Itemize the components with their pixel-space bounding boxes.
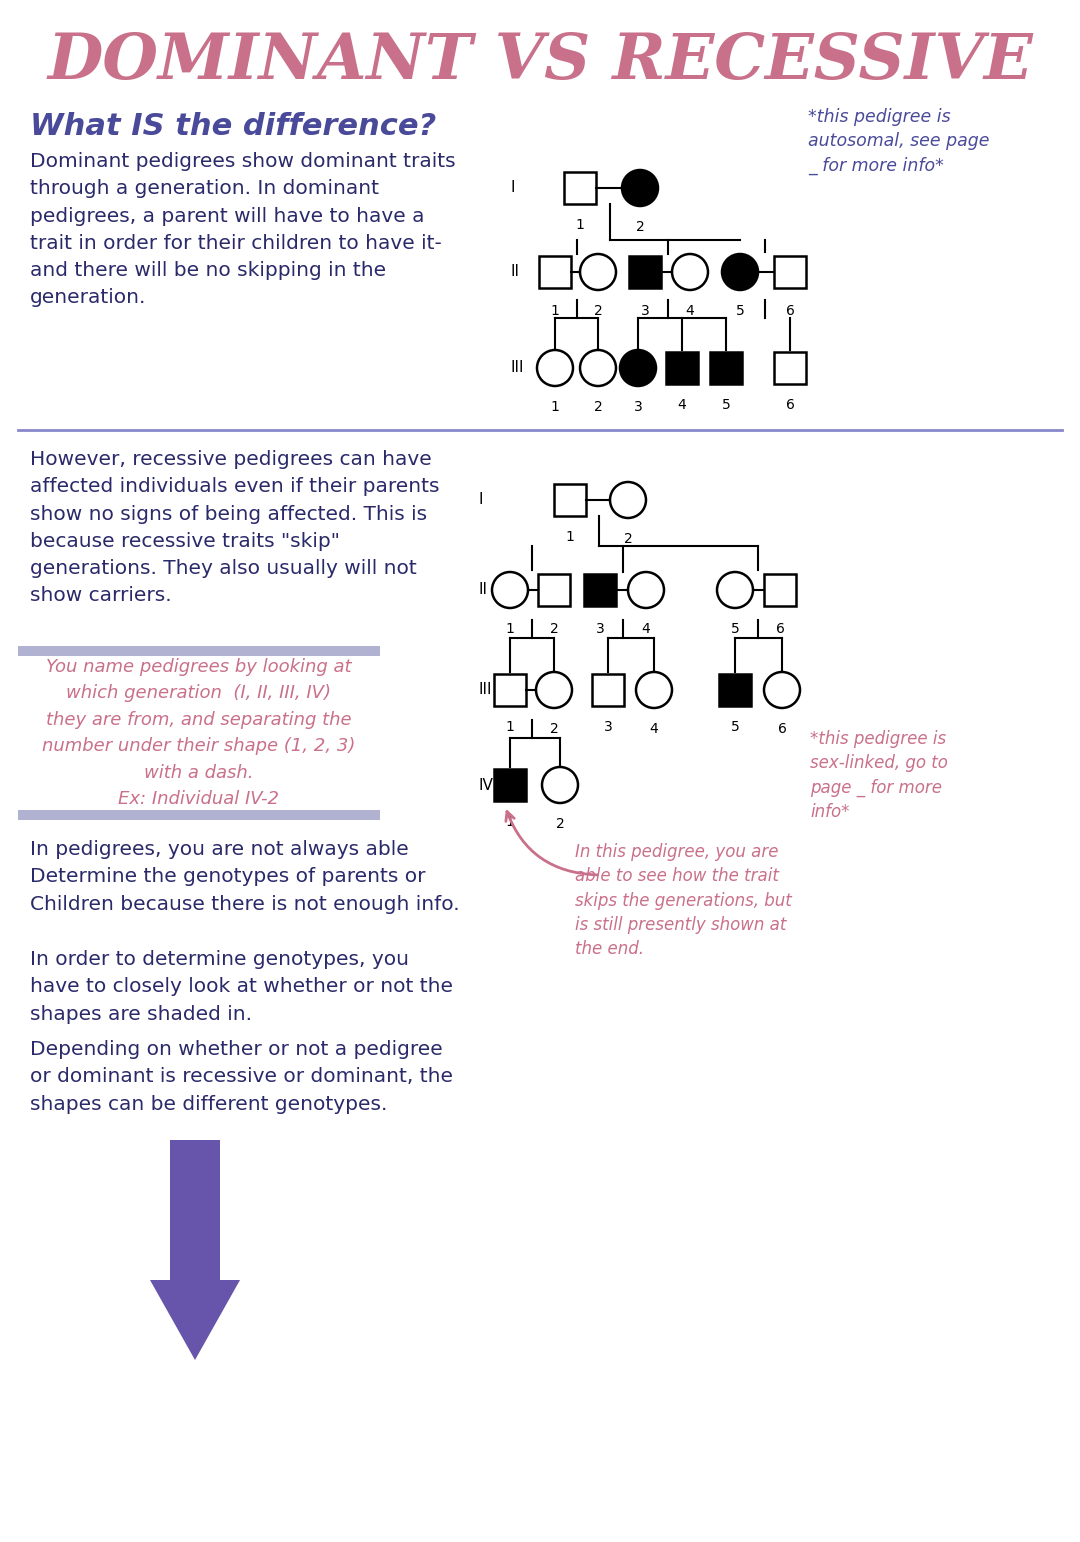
Bar (719, 674, 751, 706)
Circle shape (542, 766, 578, 803)
Text: 1: 1 (576, 217, 584, 231)
Circle shape (636, 672, 672, 708)
Circle shape (764, 672, 800, 708)
Text: 3: 3 (604, 720, 612, 734)
Text: DOMINANT VS RECESSIVE: DOMINANT VS RECESSIVE (48, 31, 1032, 93)
Text: *this pedigree is
sex-linked, go to
page _ for more
info*: *this pedigree is sex-linked, go to page… (810, 729, 948, 822)
Text: In this pedigree, you are
able to see how the trait
skips the generations, but
i: In this pedigree, you are able to see ho… (575, 843, 792, 958)
Text: I: I (478, 492, 483, 507)
Text: What IS the difference?: What IS the difference? (30, 113, 436, 140)
Text: In order to determine genotypes, you
have to closely look at whether or not the
: In order to determine genotypes, you hav… (30, 950, 453, 1024)
Circle shape (620, 350, 656, 386)
Circle shape (627, 572, 664, 608)
Circle shape (537, 350, 573, 386)
Text: Depending on whether or not a pedigree
or dominant is recessive or dominant, the: Depending on whether or not a pedigree o… (30, 1039, 453, 1113)
Text: 1: 1 (505, 816, 514, 830)
Text: 2: 2 (623, 532, 633, 546)
Bar (666, 352, 698, 384)
Bar (774, 352, 806, 384)
Text: 2: 2 (594, 399, 603, 413)
Text: 6: 6 (775, 621, 784, 635)
Bar (710, 352, 742, 384)
Text: 2: 2 (636, 221, 645, 234)
Text: 4: 4 (650, 722, 659, 736)
Text: 1: 1 (566, 530, 575, 544)
Text: 1: 1 (505, 720, 514, 734)
Bar (629, 256, 661, 288)
Text: 3: 3 (596, 621, 605, 635)
Text: IV: IV (478, 777, 492, 793)
Bar (494, 674, 526, 706)
Text: 2: 2 (550, 722, 558, 736)
Bar (584, 574, 616, 606)
Circle shape (610, 483, 646, 518)
Text: 6: 6 (785, 304, 795, 318)
Bar (554, 484, 586, 517)
Circle shape (536, 672, 572, 708)
Circle shape (580, 350, 616, 386)
Bar (592, 674, 624, 706)
Text: 2: 2 (594, 304, 603, 318)
Circle shape (580, 254, 616, 290)
Text: In pedigrees, you are not always able
Determine the genotypes of parents or
Chil: In pedigrees, you are not always able De… (30, 840, 460, 913)
Bar (539, 256, 571, 288)
Text: 5: 5 (735, 304, 744, 318)
Bar (538, 574, 570, 606)
Text: II: II (478, 583, 487, 597)
Bar (18, 810, 380, 820)
Text: III: III (510, 361, 524, 376)
Bar (494, 769, 526, 800)
Text: 2: 2 (555, 817, 565, 831)
Text: III: III (478, 683, 491, 697)
Text: 6: 6 (778, 722, 786, 736)
Circle shape (492, 572, 528, 608)
Text: 1: 1 (505, 621, 514, 635)
Text: 2: 2 (550, 621, 558, 635)
Text: II: II (510, 265, 519, 279)
Text: 6: 6 (785, 398, 795, 412)
Circle shape (723, 254, 758, 290)
Text: 4: 4 (677, 398, 687, 412)
Text: 5: 5 (721, 398, 730, 412)
Bar (764, 574, 796, 606)
Text: 1: 1 (551, 399, 559, 413)
Bar (774, 256, 806, 288)
Text: I: I (510, 180, 514, 196)
Circle shape (622, 170, 658, 207)
Text: 3: 3 (640, 304, 649, 318)
Text: 5: 5 (731, 621, 740, 635)
Text: 5: 5 (731, 720, 740, 734)
Text: 3: 3 (634, 399, 643, 413)
Bar (18, 646, 380, 655)
Circle shape (672, 254, 708, 290)
Bar (564, 173, 596, 204)
Text: Dominant pedigrees show dominant traits
through a generation. In dominant
pedigr: Dominant pedigrees show dominant traits … (30, 153, 456, 307)
Text: However, recessive pedigrees can have
affected individuals even if their parents: However, recessive pedigrees can have af… (30, 450, 440, 606)
Text: 1: 1 (551, 304, 559, 318)
Text: 4: 4 (642, 621, 650, 635)
Text: You name pedigrees by looking at
which generation  (I, II, III, IV)
they are fro: You name pedigrees by looking at which g… (42, 658, 355, 808)
Text: *this pedigree is
autosomal, see page
_ for more info*: *this pedigree is autosomal, see page _ … (808, 108, 989, 174)
Circle shape (717, 572, 753, 608)
Polygon shape (150, 1140, 240, 1360)
Text: 4: 4 (686, 304, 694, 318)
